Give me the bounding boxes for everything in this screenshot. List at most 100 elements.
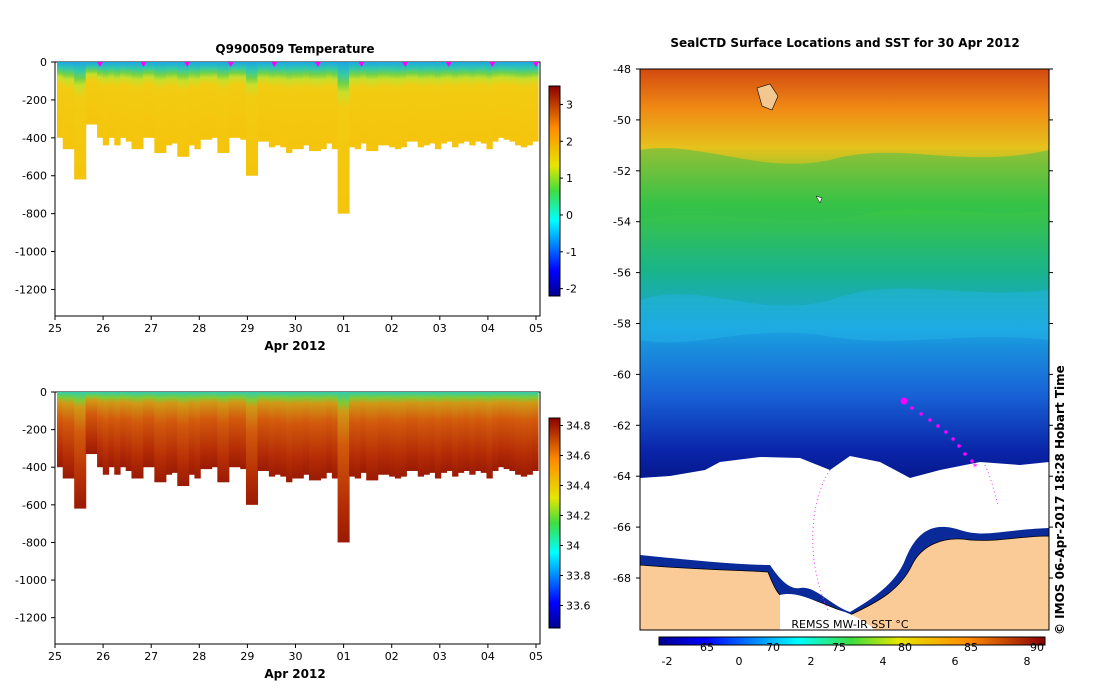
- profile-column: [417, 62, 425, 148]
- colorbar-tick-label: 34.8: [566, 420, 591, 433]
- sst-fahrenheit-tick: 70: [766, 641, 780, 654]
- coastal-ice-edge: [640, 526, 1049, 620]
- y-tick-label: -400: [22, 461, 47, 474]
- profile-column: [303, 392, 310, 475]
- y-tick-label: -400: [22, 132, 47, 145]
- profile-column: [434, 62, 442, 150]
- colorbar-tick-label: 34: [566, 540, 580, 553]
- profile-column: [194, 62, 201, 150]
- profile-column: [182, 392, 190, 487]
- seal-position: [963, 452, 967, 456]
- temperature-title: Q9900509 Temperature: [215, 42, 374, 56]
- colorbar-tick-label: 34.4: [566, 480, 591, 493]
- x-tick-label: 28: [192, 322, 206, 335]
- profile-column: [200, 392, 207, 470]
- profile-column: [223, 392, 230, 483]
- profile-column: [240, 62, 247, 140]
- profile-marker: [315, 62, 321, 67]
- sst-colorbar-ticks: -2 0 2 4 6 8 65 70 75 80 85 90: [662, 641, 1044, 668]
- profile-column: [148, 62, 155, 138]
- profile-column: [142, 62, 150, 138]
- x-tick-label: 02: [385, 322, 399, 335]
- profile-column: [417, 392, 425, 477]
- sst-celsius-tick: -2: [662, 655, 673, 668]
- profile-column: [354, 392, 362, 479]
- profile-column: [492, 392, 499, 471]
- y-tick-label: -200: [22, 94, 47, 107]
- sst-celsius-tick: 6: [952, 655, 959, 668]
- profile-column: [245, 62, 253, 176]
- ice-shelf: [780, 593, 875, 630]
- seal-position: [919, 412, 923, 416]
- profile-column: [509, 392, 516, 471]
- salinity-colorbar-ticks: 34.8 34.6 34.4 34.2 34 33.8 33.6: [560, 420, 591, 613]
- x-tick-label: 01: [337, 322, 351, 335]
- colorbar-tick-label: 3: [566, 98, 573, 111]
- profile-column: [394, 62, 402, 150]
- profile-column: [97, 62, 104, 138]
- profile-column: [68, 392, 75, 479]
- historical-track-right: [984, 464, 999, 506]
- y-tick-label: -1200: [15, 612, 47, 625]
- profile-column: [480, 392, 488, 473]
- profile-column: [303, 62, 310, 146]
- seal-position: [951, 437, 955, 441]
- profile-column: [423, 392, 430, 475]
- profile-column: [257, 392, 264, 471]
- profile-column: [154, 62, 161, 153]
- colorbar-tick-label: 33.8: [566, 570, 591, 583]
- profile-column: [486, 392, 493, 479]
- profile-column: [91, 62, 98, 125]
- y-tick-label: -1000: [15, 574, 47, 587]
- colorbar-tick-label: 2: [566, 135, 573, 148]
- profile-column: [97, 392, 104, 468]
- x-tick-label: 29: [240, 650, 254, 663]
- profile-column: [475, 62, 482, 142]
- x-tick-label: 01: [337, 650, 351, 663]
- y-tick-label: -800: [22, 536, 47, 549]
- profile-column: [526, 62, 533, 146]
- y-tick-label: -1200: [15, 283, 47, 296]
- temperature-panel: Q9900509 Temperature 0 -200 -400 -600 -800 -1…: [15, 42, 577, 353]
- x-tick-label: 04: [481, 322, 495, 335]
- copyright-notice: © IMOS 06-Apr-2017 18:28 Hobart Time: [1053, 365, 1067, 635]
- profile-column: [452, 62, 459, 148]
- profile-column: [492, 62, 499, 142]
- x-tick-label: 27: [144, 322, 158, 335]
- temperature-profiles: [57, 62, 539, 214]
- seal-position: [970, 459, 974, 463]
- profile-marker: [358, 62, 365, 67]
- profile-column: [446, 392, 453, 471]
- profile-column: [360, 392, 367, 473]
- profile-column: [400, 62, 407, 148]
- x-tick-label: 28: [192, 650, 206, 663]
- profile-column: [520, 62, 528, 148]
- lat-tick-label: -60: [613, 368, 631, 381]
- heard-island: [815, 195, 823, 204]
- profile-column: [389, 392, 396, 477]
- profile-column: [274, 62, 281, 146]
- profile-column: [349, 392, 356, 477]
- profile-column: [343, 62, 350, 214]
- salinity-x-axis: 25 26 27 28 29 30 01 02 03 04 05: [48, 644, 543, 663]
- profile-column: [131, 62, 138, 150]
- x-tick-label: 30: [289, 650, 303, 663]
- lat-tick-label: -50: [613, 114, 631, 127]
- lat-tick-label: -64: [613, 470, 631, 483]
- kerguelen-island: [756, 83, 779, 111]
- profile-column: [131, 392, 138, 479]
- profile-column: [412, 392, 419, 471]
- x-tick-label: 05: [529, 322, 543, 335]
- colorbar-tick-label: 34.6: [566, 450, 591, 463]
- profile-column: [217, 392, 224, 483]
- profile-column: [79, 62, 87, 180]
- profile-column: [114, 392, 121, 475]
- temperature-y-axis: 0 -200 -400 -600 -800 -1000 -1200: [15, 56, 55, 296]
- profile-column: [446, 62, 453, 142]
- temperature-x-axis: 25 26 27 28 29 30 01 02 03 04 05: [48, 316, 543, 335]
- profile-column: [520, 392, 528, 477]
- profile-column: [263, 62, 270, 142]
- profile-column: [371, 392, 379, 481]
- profile-column: [268, 62, 276, 148]
- profile-column: [331, 392, 339, 479]
